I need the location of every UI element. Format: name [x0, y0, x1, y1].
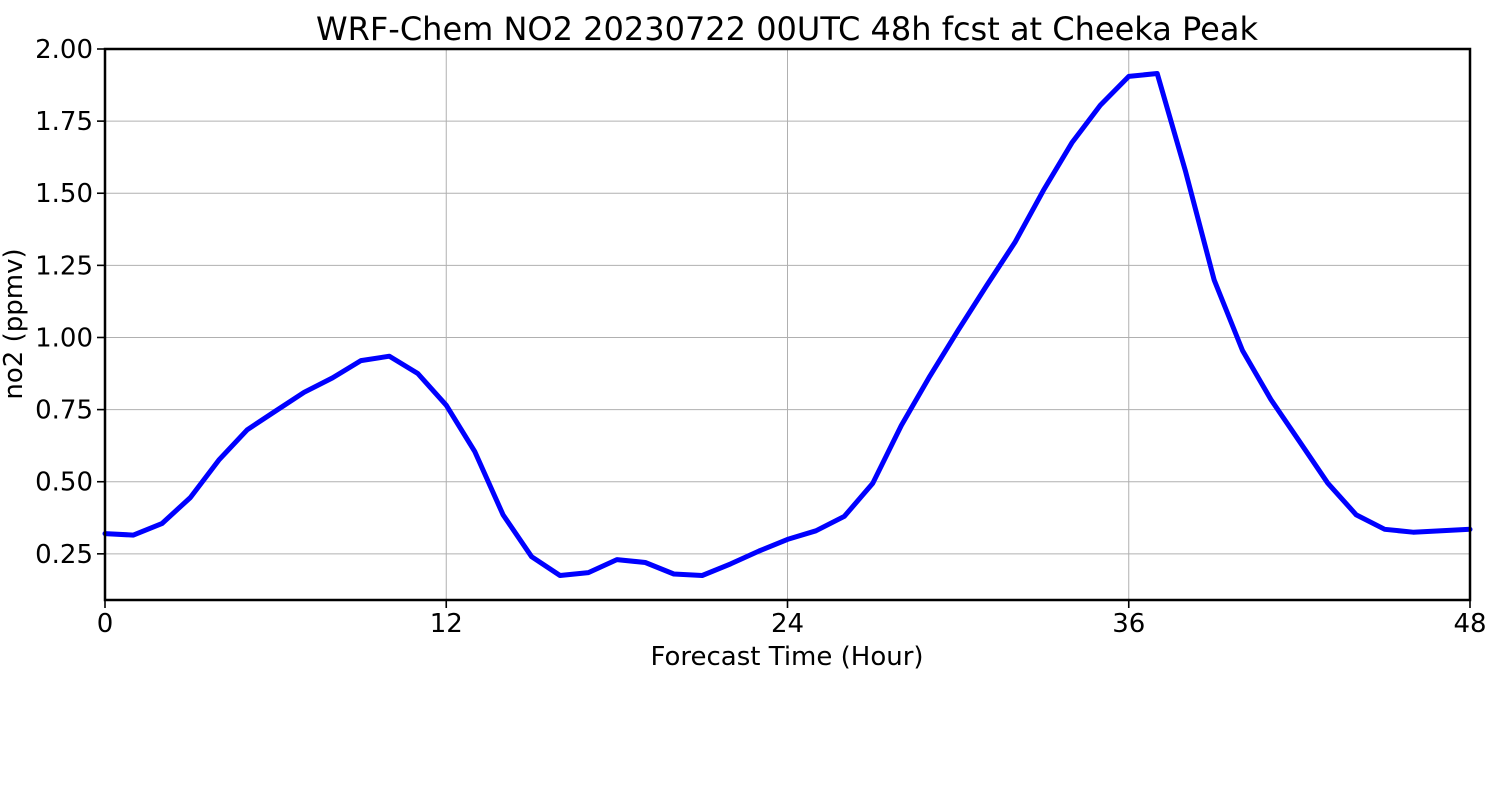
x-tick-label: 24 [771, 609, 804, 639]
y-tick-label: 0.25 [35, 540, 93, 570]
y-tick-label: 0.75 [35, 396, 93, 426]
data-series [102, 71, 1473, 578]
x-tick-label: 36 [1112, 609, 1145, 639]
y-axis-label: no2 (ppmv) [0, 248, 29, 399]
x-tick-label: 48 [1453, 609, 1486, 639]
axis-ticks: 0 12 24 36 48 0.25 0.50 0.75 1.00 1.25 1.50 1.75 2.0… [35, 35, 1486, 639]
x-axis-label: Forecast Time (Hour) [650, 642, 923, 672]
y-tick-label: 1.50 [35, 179, 93, 209]
y-tick-label: 2.00 [35, 35, 93, 65]
y-tick-label: 1.25 [35, 251, 93, 281]
x-tick-label: 12 [430, 609, 463, 639]
y-tick-label: 0.50 [35, 468, 93, 498]
chart-title: WRF-Chem NO2 20230722 00UTC 48h fcst at … [316, 10, 1258, 48]
y-tick-label: 1.00 [35, 323, 93, 353]
grid-lines [105, 49, 1470, 600]
no2-series-line [102, 71, 1473, 578]
x-tick-label: 0 [97, 609, 114, 639]
y-tick-label: 1.75 [35, 107, 93, 137]
